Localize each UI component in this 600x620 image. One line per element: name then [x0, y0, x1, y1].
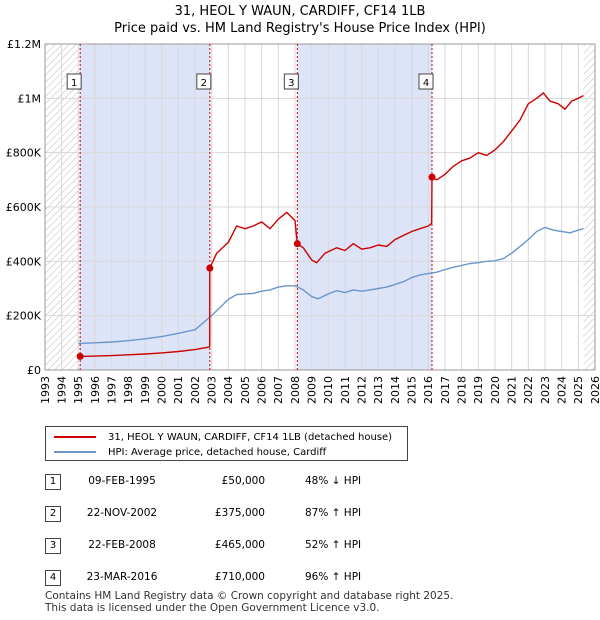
sale-hpi-change: 52% ↑ HPI — [305, 539, 362, 551]
sale-marker-label: 3 — [288, 78, 294, 89]
sale-marker-label: 4 — [423, 78, 429, 89]
x-tick-label: 2006 — [256, 376, 269, 404]
x-tick-label: 1995 — [72, 376, 85, 404]
sale-point — [428, 173, 436, 181]
x-tick-label: 2005 — [239, 376, 252, 404]
legend-label-property: 31, HEOL Y WAUN, CARDIFF, CF14 1LB (deta… — [108, 431, 393, 443]
sale-price: £50,000 — [221, 475, 265, 487]
legend-item-property: 31, HEOL Y WAUN, CARDIFF, CF14 1LB (deta… — [54, 430, 392, 444]
sale-point — [293, 240, 301, 248]
x-tick-label: 2015 — [406, 376, 419, 404]
chart-area: £0 £200K £400K £600K £800K £1M £1.2M 1993 1994 19… — [6, 38, 600, 404]
legend: 31, HEOL Y WAUN, CARDIFF, CF14 1LB (deta… — [45, 426, 408, 461]
y-tick-label: £1M — [18, 92, 42, 105]
hpi-line — [78, 226, 584, 345]
sale-marker-box — [66, 73, 82, 90]
legend-swatch-hpi — [54, 451, 96, 453]
property-price-line — [80, 92, 584, 358]
sale-point — [76, 352, 84, 360]
x-tick-label: 1997 — [106, 376, 119, 404]
legend-label-hpi: HPI: Average price, detached house, Card… — [108, 446, 327, 458]
sale-price: £710,000 — [214, 571, 265, 583]
footer-licence: This data is licensed under the Open Gov… — [45, 602, 380, 614]
x-tick-label: 2020 — [489, 376, 502, 404]
sale-marker-box — [418, 73, 434, 90]
sale-number-badge: 2 — [45, 506, 61, 522]
y-tick-label: £0 — [27, 364, 41, 377]
x-tick-label: 2003 — [206, 376, 219, 404]
x-tick-label: 2009 — [306, 376, 319, 404]
sale-date: 23-MAR-2016 — [86, 571, 158, 583]
y-tick-label: £400K — [6, 255, 42, 268]
sale-marker-label: 1 — [71, 78, 77, 89]
x-tick-label: 1993 — [39, 376, 52, 404]
sale-date: 09-FEB-1995 — [88, 475, 156, 487]
y-tick-label: £600K — [6, 201, 42, 214]
x-tick-label: 2014 — [389, 376, 402, 404]
chart-subtitle: Price paid vs. HM Land Registry's House … — [114, 21, 486, 36]
x-tick-label: 2004 — [222, 376, 235, 404]
x-tick-label: 2022 — [522, 376, 535, 404]
x-tick-label: 2007 — [272, 376, 285, 404]
x-tick-label: 2001 — [172, 376, 185, 404]
x-tick-label: 2011 — [339, 376, 352, 404]
x-tick-label: 2021 — [506, 376, 519, 404]
x-tick-label: 1994 — [56, 376, 69, 404]
sale-hpi-change: 87% ↑ HPI — [305, 507, 362, 519]
x-tick-label: 2017 — [439, 376, 452, 404]
footer-copyright: Contains HM Land Registry data © Crown c… — [45, 590, 454, 602]
sale-marker-box — [196, 73, 212, 90]
sale-hpi-change: 96% ↑ HPI — [305, 571, 362, 583]
x-tick-label: 2019 — [472, 376, 485, 404]
legend-swatch-property — [54, 436, 96, 438]
x-tick-label: 2018 — [456, 376, 469, 404]
x-tick-label: 2013 — [372, 376, 385, 404]
legend-item-hpi: HPI: Average price, detached house, Card… — [54, 445, 326, 459]
x-tick-label: 1999 — [139, 376, 152, 404]
x-tick-label: 2012 — [356, 376, 369, 404]
y-tick-label: £1.2M — [7, 38, 41, 51]
x-tick-label: 2002 — [189, 376, 202, 404]
sale-number-badge: 1 — [45, 474, 61, 490]
sale-number-badge: 3 — [45, 538, 61, 554]
sale-price: £375,000 — [214, 507, 265, 519]
x-tick-label: 2000 — [156, 376, 169, 404]
x-tick-label: 2008 — [289, 376, 302, 404]
x-tick-label: 2024 — [556, 376, 569, 404]
x-tick-label: 2026 — [589, 376, 600, 404]
x-tick-label: 1998 — [122, 376, 135, 404]
sale-marker-box — [283, 73, 299, 90]
x-tick-label: 2010 — [322, 376, 335, 404]
sale-date: 22-NOV-2002 — [86, 507, 158, 519]
x-tick-label: 2025 — [572, 376, 585, 404]
sale-point — [206, 264, 214, 272]
sale-date: 22-FEB-2008 — [88, 539, 156, 551]
plot-frame — [44, 43, 596, 371]
sale-number-badge: 4 — [45, 570, 61, 586]
sale-price: £465,000 — [214, 539, 265, 551]
sale-marker-label: 2 — [201, 78, 207, 89]
footer-note: Contains HM Land Registry data © Crown c… — [45, 590, 453, 614]
x-tick-label: 2023 — [539, 376, 552, 404]
x-tick-label: 2016 — [422, 376, 435, 404]
sale-hpi-change: 48% ↓ HPI — [305, 475, 362, 487]
y-tick-label: £200K — [6, 310, 42, 323]
x-tick-label: 1996 — [89, 376, 102, 404]
chart-title: 31, HEOL Y WAUN, CARDIFF, CF14 1LB — [174, 4, 426, 19]
y-tick-label: £800K — [6, 147, 42, 160]
